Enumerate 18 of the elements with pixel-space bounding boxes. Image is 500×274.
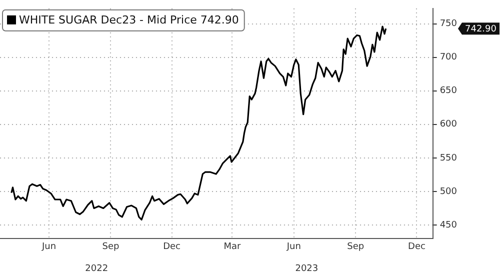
- legend-label: WHITE SUGAR Dec23 - Mid Price 742.90: [19, 13, 239, 26]
- y-tick-label: 450: [440, 220, 458, 230]
- x2-tick-label: 2023: [295, 264, 318, 274]
- x-tick-label: Sep: [347, 242, 364, 252]
- y-tick-label: 650: [440, 86, 458, 96]
- y-tick-label: 500: [440, 186, 458, 197]
- y-tick-label: 550: [440, 153, 458, 164]
- y-tick-label: 750: [440, 19, 458, 30]
- y-tick-label: 600: [440, 120, 458, 130]
- x-tick-label: Mar: [224, 242, 241, 252]
- x-tick-label: Jun: [286, 242, 301, 252]
- y-tick-label: 700: [440, 52, 458, 63]
- x-tick-label: Jun: [40, 242, 56, 252]
- x-tick-label: Sep: [102, 242, 120, 252]
- x2-tick-label: 2022: [85, 264, 108, 274]
- x-tick-label: Dec: [408, 242, 426, 252]
- x-tick-label: Dec: [163, 242, 181, 252]
- text: 742.90: [465, 24, 497, 34]
